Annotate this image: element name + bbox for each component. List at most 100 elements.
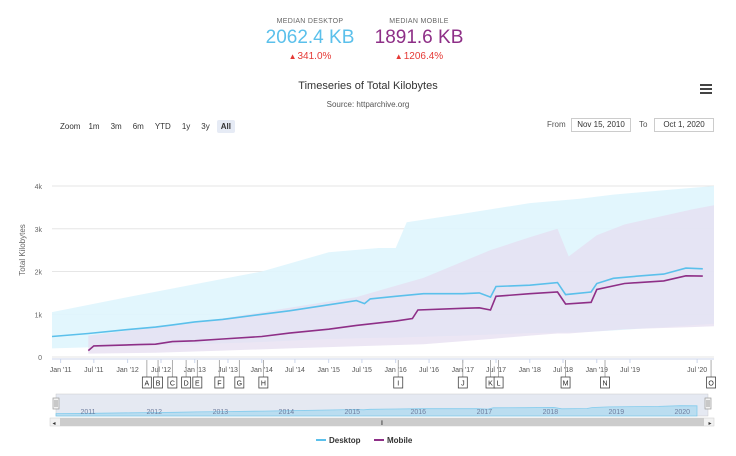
navigator-label: 2018 [543,409,559,416]
flag-g[interactable]: G [234,360,245,389]
navigator-label: 2019 [609,409,625,416]
navigator-right-handle[interactable] [704,397,712,410]
zoom-1y-button[interactable]: 1y [181,122,191,131]
grip-icon[interactable]: ⦀ [381,420,384,427]
flag-box [393,376,404,389]
zoom-3m-button[interactable]: 3m [110,122,122,131]
up-arrow-icon: ▲ [394,52,403,61]
median-mobile-value: 1891.6 KB [374,27,464,48]
flag-label: C [170,381,175,388]
flag-i[interactable]: I [393,360,404,389]
x-axis: Jan '11 Jul '11 Jan '12 Jul '12 Jan '13 Jul '… [50,358,714,374]
x-tick-label: Jan '16 [384,367,406,374]
flag-box [600,376,610,389]
flag-box [258,376,269,389]
y-axis-title: Total Kilobytes [18,224,27,276]
legend: Desktop Mobile [316,436,413,445]
zoom-1m-button[interactable]: 1m [88,122,100,131]
navigator[interactable]: 2011 2012 2013 2014 2015 2016 2017 2018 2019 2020… [49,393,715,427]
hamburger-menu-icon[interactable] [700,84,712,95]
flag-label: O [708,381,714,388]
legend-label: Mobile [387,436,413,445]
zoom-3y-button[interactable]: 3y [201,122,210,131]
flag-label: L [497,381,501,388]
flag-j[interactable]: J [457,360,468,389]
chevron-left-icon[interactable]: ◂ [52,421,55,427]
flag-label: D [184,381,189,388]
flag-box [167,376,178,389]
x-tick-label: Jan '13 [184,367,206,374]
flag-l[interactable]: L [493,360,504,389]
navigator-handle-box [52,397,60,410]
flag-o[interactable]: O [706,360,716,389]
range-to-label: To [639,120,648,129]
flag-h[interactable]: H [258,360,269,389]
range-from-input[interactable]: Nov 15, 2010 [571,118,631,132]
median-desktop-label: MEDIAN DESKTOP [276,18,344,25]
zoom-label: Zoom [60,122,81,131]
percentile-bands [52,186,715,354]
zoom-ytd-button[interactable]: YTD [154,122,171,131]
x-tick-label: Jan '15 [318,367,340,374]
y-axis: 0 1k 2k 3k 4k [35,184,43,362]
flag-label: A [145,381,150,388]
x-tick-label: Jul '13 [218,367,238,374]
flag-d[interactable]: D [181,360,192,389]
median-mobile-change-value: 1206.4% [403,51,444,62]
x-tick-label: Jul '15 [352,367,372,374]
flag-k[interactable]: K [485,360,496,389]
flag-box [560,376,571,389]
zoom-6m-button[interactable]: 6m [132,122,144,131]
flag-label: E [195,381,200,388]
series-line-desktop[interactable] [51,267,703,338]
zoom-all-button[interactable]: All [216,120,235,133]
x-tick-label: Jul '18 [553,367,573,374]
flag-c[interactable]: C [167,360,178,389]
navigator-label: 2016 [410,409,426,416]
navigator-series [55,405,698,417]
x-tick-label: Jan '18 [519,367,541,374]
flag-box [706,376,716,389]
flag-n[interactable]: N [600,360,610,389]
flag-box [141,376,152,389]
x-tick-label: Jul '20 [687,367,707,374]
legend-label: Desktop [329,436,361,445]
chart-title: Timeseries of Total Kilobytes [298,80,438,92]
flag-box [457,376,468,389]
flag-label: F [217,381,221,388]
x-tick-label: Jul '17 [486,367,506,374]
flag-label: J [461,381,465,388]
flag-label: N [602,381,607,388]
x-tick-label: Jan '11 [50,367,72,374]
navigator-label: 2013 [213,409,229,416]
flag-e[interactable]: E [192,360,203,389]
navigator-label: 2017 [477,409,493,416]
chart-subtitle: Source: httparchive.org [326,100,410,109]
flag-b[interactable]: B [153,360,163,389]
flag-label: K [488,381,493,388]
navigator-label: 2014 [279,409,295,416]
range-to-input[interactable]: Oct 1, 2020 [654,118,714,132]
chevron-right-icon[interactable]: ▸ [708,421,711,427]
series-line-mobile[interactable] [87,274,703,352]
navigator-left-handle[interactable] [52,397,60,410]
scrollbar-thumb[interactable] [60,418,704,426]
navigator-label: 2011 [80,409,95,416]
flag-m[interactable]: M [560,360,571,389]
flag-label: M [563,381,569,388]
flag-box [493,376,504,389]
navigator-label: 2020 [674,409,690,416]
median-desktop: MEDIAN DESKTOP 2062.4 KB ▲341.0% [240,18,380,62]
flag-f[interactable]: F [214,360,225,389]
x-tick-label: Jul '16 [419,367,439,374]
flag-label: H [261,381,266,388]
median-mobile-label: MEDIAN MOBILE [389,18,449,25]
legend-item-mobile[interactable]: Mobile [374,436,413,445]
up-arrow-icon: ▲ [288,52,297,61]
flag-a[interactable]: A [141,360,152,389]
x-tick-label: Jul '11 [84,367,104,374]
y-tick-label: 0 [38,355,42,362]
navigator-label: 2015 [345,409,361,416]
legend-item-desktop[interactable]: Desktop [316,436,361,445]
